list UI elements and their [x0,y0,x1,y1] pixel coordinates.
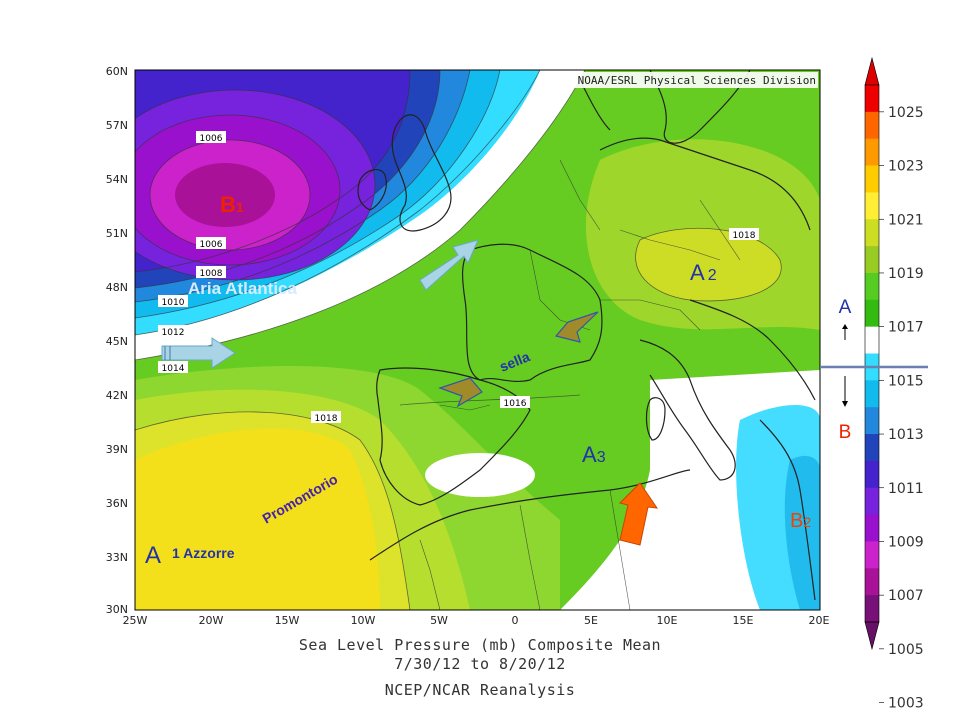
contour-label: 1014 [162,364,185,374]
contour-label: 1018 [315,414,338,424]
lat-tick: 57N [106,119,128,132]
high-a3-label: A3 [582,442,606,467]
lat-tick: 60N [106,65,128,78]
colorbar-swatch [865,380,879,408]
contour-label: 1006 [200,134,223,144]
lon-tick: 20W [199,614,224,627]
lat-tick: 42N [106,389,128,402]
colorbar-label: 1007 [888,588,924,604]
contour-label: 1016 [504,399,527,409]
colorbar-swatch [865,487,879,516]
map-frame [134,69,821,611]
colorbar-label: 1009 [888,534,924,550]
colorbar-label: 1025 [888,105,924,121]
lon-tick: 5E [584,614,598,627]
colorbar-label: 1011 [888,481,924,497]
colorbar-swatch [865,192,879,220]
lat-tick: 54N [106,173,128,186]
colorbar-swatch [865,407,879,435]
colorbar-swatch [865,541,879,569]
pressure-field [135,70,820,610]
high-a1-label: A [145,542,161,569]
lon-tick: 0 [512,614,519,627]
aria-atlantica-label: Aria Atlantica [188,279,298,298]
contour-label: 1018 [733,231,756,241]
colorbar-label: 1019 [888,266,924,282]
african-arrow [619,482,659,546]
contour-label: 1006 [200,240,223,250]
colorbar-swatch [865,85,879,113]
legend-high-label: A [839,297,852,318]
colorbar-swatch [865,434,879,462]
colorbar-top-arrow [864,56,880,86]
contour-label: 1008 [200,269,223,279]
lon-tick: 20E [809,614,830,627]
lon-tick: 15W [275,614,300,627]
lat-tick: 45N [106,335,128,348]
lat-tick: 33N [106,551,128,564]
saddle-arrow-west [438,377,483,408]
colorbar-label: 1013 [888,427,924,443]
colorbar-label: 1017 [888,320,924,336]
colorbar-swatch [865,299,879,328]
low-b1-label: B1 [220,192,244,217]
contour-label: 1012 [162,328,185,338]
lat-tick: 51N [106,227,128,240]
colorbar-label: 1015 [888,373,924,389]
threshold-legend: A B [820,297,928,443]
colorbar-swatch [865,460,879,489]
lon-tick: 5W [430,614,448,627]
contour-label: 1010 [162,298,185,308]
colorbar-swatch [865,272,879,301]
lat-tick: 36N [106,497,128,510]
lat-tick: 48N [106,281,128,294]
lon-tick: 10E [657,614,678,627]
lat-axis: 60N 57N 54N 51N 48N 45N 42N 39N 36N 33N … [106,65,128,616]
caption-title: Sea Level Pressure (mb) Composite Mean [298,636,662,654]
lon-tick: 10W [351,614,376,627]
colorbar-label: 1003 [888,696,924,712]
azzorre-label: 1 Azzorre [172,545,235,561]
colorbar-label: 1021 [888,212,924,228]
colorbar-swatch [865,514,879,542]
atlantic-arrow-northeast [419,239,479,291]
colorbar-swatch [865,219,879,247]
colorbar-swatch [865,111,879,140]
legend-low-label: B [839,422,852,443]
colorbar-swatch [865,138,879,167]
lon-tick: 25W [123,614,148,627]
low-b2-label: B2 [790,510,811,532]
wind-arrows [161,239,659,546]
colorbar-swatch [865,246,879,274]
credit-text: NOAA/ESRL Physical Sciences Division [578,74,816,87]
caption-source: NCEP/NCAR Reanalysis [384,681,576,699]
atlantic-arrow-west [161,337,236,369]
caption-dates: 7/30/12 to 8/20/12 [394,655,566,673]
colorbar-swatch [865,595,879,623]
colorbar-label: 1005 [888,642,924,658]
colorbar-swatch [865,568,879,596]
colorbar-label: 1023 [888,159,924,175]
lon-axis: 25W 20W 15W 10W 5W 0 5E 10E 15E 20E [123,614,830,627]
contour-labels: 1006 1006 1008 1010 1012 1014 1018 1016 … [158,131,759,424]
lat-tick: 39N [106,443,128,456]
colorbar-swatch [865,326,879,354]
lat-tick: 30N [106,603,128,616]
saddle-arrow-east [554,311,599,343]
colorbar-swatch [865,165,879,193]
colorbar: 1025 1023 1021 1019 1017 1015 1013 1011 1009 1007… [864,56,924,712]
lon-tick: 15E [733,614,754,627]
